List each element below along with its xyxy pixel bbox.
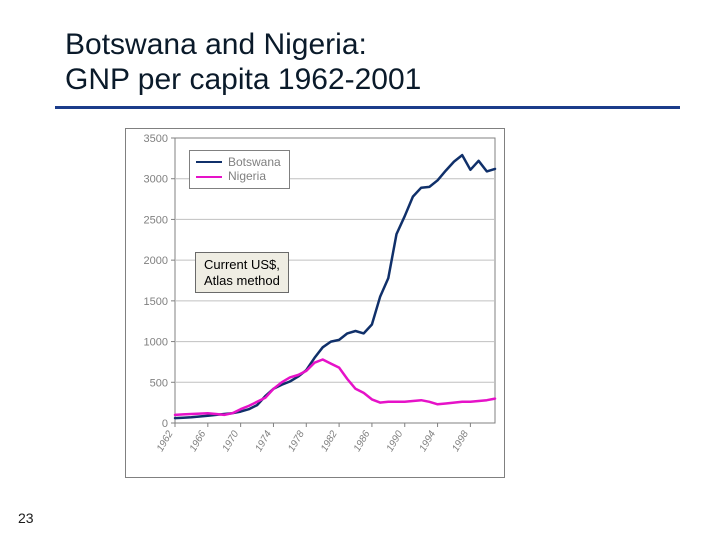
svg-text:2500: 2500: [144, 214, 168, 226]
slide-title: Botswana and Nigeria: GNP per capita 196…: [65, 28, 421, 97]
legend-label: Nigeria: [228, 169, 266, 183]
svg-text:3000: 3000: [144, 174, 168, 186]
svg-text:2000: 2000: [144, 255, 168, 267]
svg-text:0: 0: [162, 418, 168, 430]
svg-text:3500: 3500: [144, 133, 168, 145]
annotation-box: Current US$, Atlas method: [195, 252, 289, 293]
svg-text:1978: 1978: [286, 429, 307, 454]
svg-text:1990: 1990: [385, 429, 406, 454]
chart-svg: 0 500 1000 1500 2000 2500 3000 3500 1962 1966 1970…: [125, 128, 505, 478]
legend-swatch: [196, 176, 222, 178]
annotation-line2: Atlas method: [204, 273, 280, 288]
svg-text:1500: 1500: [144, 296, 168, 308]
svg-text:1966: 1966: [188, 429, 209, 454]
slide: Botswana and Nigeria: GNP per capita 196…: [0, 0, 720, 540]
svg-text:1998: 1998: [450, 429, 471, 454]
legend-item: Botswana: [196, 155, 281, 169]
legend-item: Nigeria: [196, 169, 281, 183]
chart-container: 0 500 1000 1500 2000 2500 3000 3500 1962 1966 1970…: [125, 128, 505, 478]
svg-text:1962: 1962: [155, 429, 176, 454]
svg-text:500: 500: [150, 377, 168, 389]
svg-text:1000: 1000: [144, 337, 168, 349]
legend-label: Botswana: [228, 155, 281, 169]
chart-legend: BotswanaNigeria: [189, 150, 290, 189]
title-line2: GNP per capita 1962-2001: [65, 63, 421, 96]
svg-text:1970: 1970: [221, 429, 242, 454]
svg-text:1974: 1974: [253, 429, 274, 454]
svg-text:1982: 1982: [319, 429, 340, 454]
annotation-line1: Current US$,: [204, 257, 280, 272]
legend-swatch: [196, 161, 222, 163]
title-line1: Botswana and Nigeria:: [65, 28, 367, 61]
page-number: 23: [18, 510, 34, 526]
svg-text:1994: 1994: [418, 429, 439, 454]
title-underline: [55, 106, 680, 109]
svg-text:1986: 1986: [352, 429, 373, 454]
